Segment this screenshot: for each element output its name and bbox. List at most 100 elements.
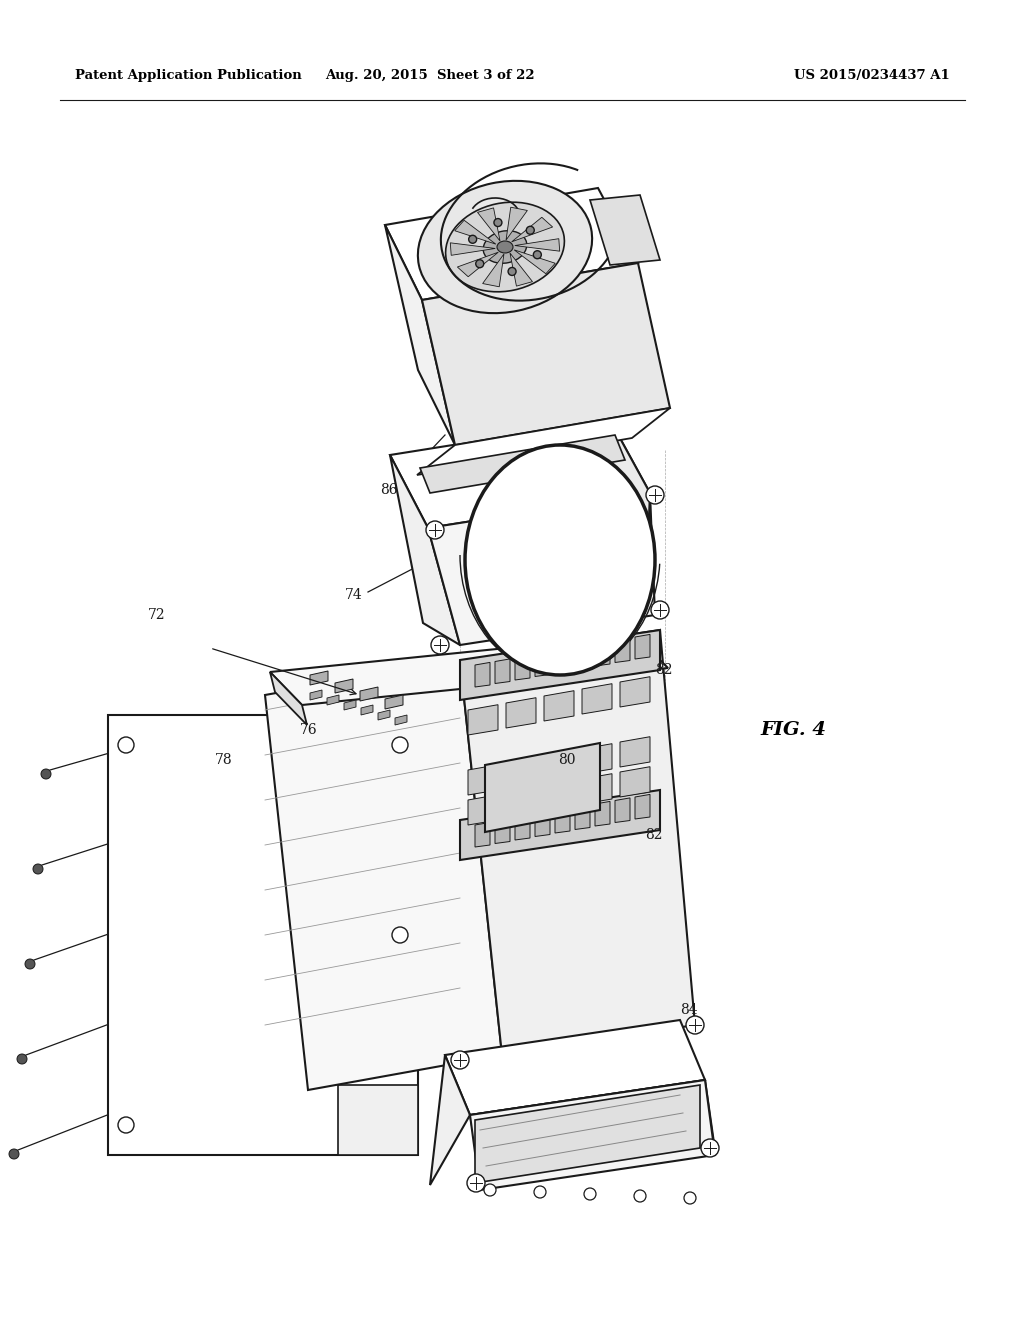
Polygon shape bbox=[512, 218, 553, 242]
Polygon shape bbox=[506, 698, 536, 729]
Polygon shape bbox=[620, 737, 650, 767]
Polygon shape bbox=[535, 812, 550, 837]
Text: US 2015/0234437 A1: US 2015/0234437 A1 bbox=[795, 69, 950, 82]
Text: 82: 82 bbox=[645, 828, 663, 842]
Circle shape bbox=[41, 770, 51, 779]
Ellipse shape bbox=[418, 181, 592, 313]
Polygon shape bbox=[470, 1080, 715, 1191]
Polygon shape bbox=[445, 1020, 705, 1115]
Text: 76: 76 bbox=[300, 723, 317, 737]
Text: 86: 86 bbox=[380, 483, 397, 498]
Polygon shape bbox=[310, 671, 328, 685]
Polygon shape bbox=[460, 630, 660, 700]
Circle shape bbox=[534, 1185, 546, 1199]
Text: 74: 74 bbox=[345, 587, 362, 602]
Circle shape bbox=[9, 1148, 19, 1159]
Circle shape bbox=[118, 737, 134, 752]
Polygon shape bbox=[270, 635, 668, 705]
Text: Patent Application Publication: Patent Application Publication bbox=[75, 69, 302, 82]
Polygon shape bbox=[390, 455, 460, 645]
Polygon shape bbox=[615, 797, 630, 822]
Circle shape bbox=[476, 260, 483, 268]
Circle shape bbox=[701, 1139, 719, 1158]
Polygon shape bbox=[582, 684, 612, 714]
Polygon shape bbox=[582, 743, 612, 774]
Text: 82: 82 bbox=[655, 663, 673, 677]
Text: 80: 80 bbox=[558, 752, 575, 767]
Ellipse shape bbox=[445, 202, 564, 292]
Polygon shape bbox=[470, 1080, 715, 1187]
Polygon shape bbox=[595, 642, 610, 667]
Circle shape bbox=[33, 865, 43, 874]
Polygon shape bbox=[335, 678, 353, 693]
Circle shape bbox=[451, 1051, 469, 1069]
Polygon shape bbox=[451, 243, 496, 255]
Polygon shape bbox=[477, 207, 500, 242]
Polygon shape bbox=[420, 436, 625, 492]
Polygon shape bbox=[506, 758, 536, 788]
Polygon shape bbox=[544, 690, 574, 721]
Text: 84: 84 bbox=[680, 1003, 697, 1016]
Polygon shape bbox=[422, 263, 670, 445]
Polygon shape bbox=[555, 648, 570, 673]
Polygon shape bbox=[428, 492, 655, 645]
Polygon shape bbox=[390, 420, 650, 528]
Polygon shape bbox=[515, 656, 530, 680]
Circle shape bbox=[467, 1173, 485, 1192]
Circle shape bbox=[584, 1188, 596, 1200]
Polygon shape bbox=[310, 690, 322, 700]
Circle shape bbox=[469, 235, 476, 243]
Ellipse shape bbox=[497, 242, 513, 253]
Circle shape bbox=[431, 636, 449, 653]
Polygon shape bbox=[344, 700, 356, 710]
Polygon shape bbox=[417, 408, 670, 475]
Polygon shape bbox=[475, 663, 490, 686]
Text: FIG. 4: FIG. 4 bbox=[760, 721, 826, 739]
Polygon shape bbox=[506, 207, 527, 240]
Polygon shape bbox=[590, 195, 660, 265]
Polygon shape bbox=[265, 660, 502, 1090]
Polygon shape bbox=[535, 652, 550, 676]
Ellipse shape bbox=[483, 231, 526, 263]
Circle shape bbox=[494, 219, 502, 227]
Polygon shape bbox=[360, 686, 378, 701]
Circle shape bbox=[651, 601, 669, 619]
Polygon shape bbox=[468, 795, 498, 825]
Circle shape bbox=[634, 1191, 646, 1203]
Polygon shape bbox=[395, 715, 407, 725]
Circle shape bbox=[17, 1053, 27, 1064]
Circle shape bbox=[534, 251, 542, 259]
Circle shape bbox=[392, 927, 408, 942]
Polygon shape bbox=[620, 677, 650, 708]
Polygon shape bbox=[575, 805, 590, 829]
Polygon shape bbox=[544, 780, 574, 810]
Polygon shape bbox=[555, 808, 570, 833]
Polygon shape bbox=[378, 710, 390, 719]
Polygon shape bbox=[610, 420, 650, 615]
Polygon shape bbox=[582, 774, 612, 804]
Circle shape bbox=[118, 1117, 134, 1133]
Text: 72: 72 bbox=[148, 609, 166, 622]
Polygon shape bbox=[385, 187, 638, 300]
Polygon shape bbox=[514, 249, 555, 273]
Polygon shape bbox=[455, 220, 496, 244]
Circle shape bbox=[684, 1192, 696, 1204]
Polygon shape bbox=[635, 635, 650, 659]
Polygon shape bbox=[327, 696, 339, 705]
Polygon shape bbox=[460, 789, 660, 861]
Polygon shape bbox=[270, 672, 307, 725]
Circle shape bbox=[646, 486, 664, 504]
Polygon shape bbox=[468, 764, 498, 795]
Polygon shape bbox=[485, 743, 600, 832]
Polygon shape bbox=[515, 239, 560, 251]
Polygon shape bbox=[361, 705, 373, 715]
Polygon shape bbox=[620, 767, 650, 797]
Polygon shape bbox=[544, 751, 574, 781]
Polygon shape bbox=[635, 795, 650, 818]
Polygon shape bbox=[495, 659, 510, 684]
Polygon shape bbox=[595, 801, 610, 826]
Polygon shape bbox=[458, 252, 499, 277]
Circle shape bbox=[426, 521, 444, 539]
Ellipse shape bbox=[465, 445, 655, 675]
Circle shape bbox=[25, 960, 35, 969]
